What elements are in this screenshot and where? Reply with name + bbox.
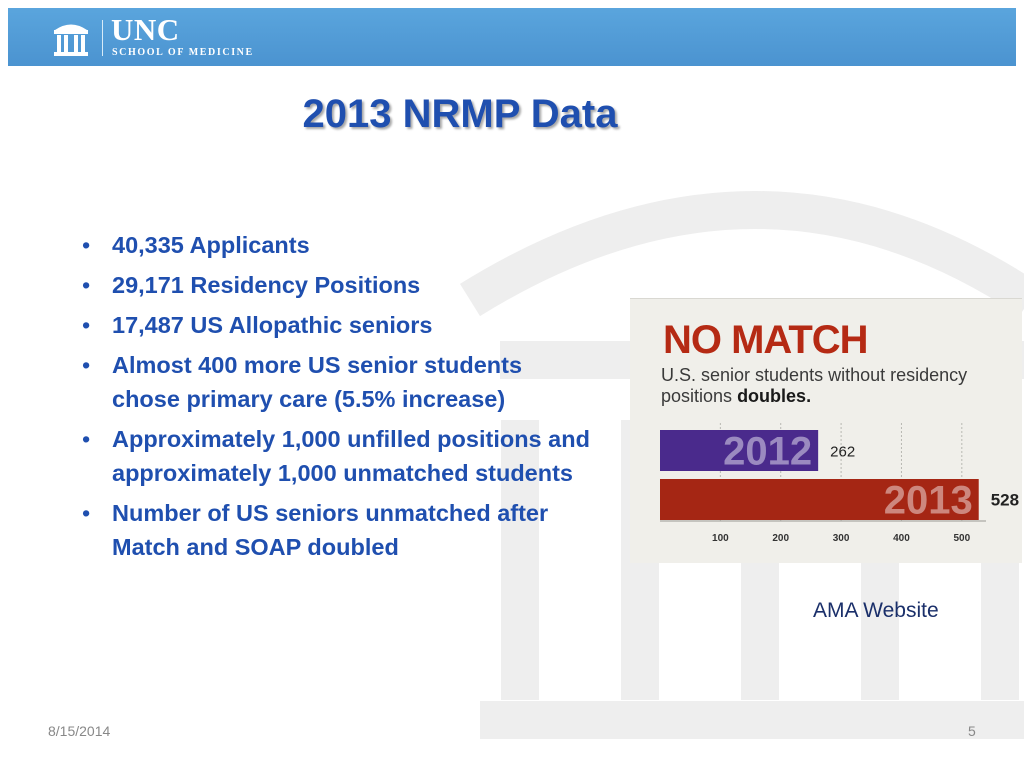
- no-match-chart: NO MATCH U.S. senior students without re…: [630, 298, 1022, 563]
- bullet-item: • Approximately 1,000 unfilled positions …: [82, 422, 592, 490]
- bullet-item: • 17,487 US Allopathic seniors: [82, 308, 592, 342]
- bullet-item: • Almost 400 more US senior students chos…: [82, 348, 592, 416]
- bar-2013: [660, 479, 979, 520]
- logo-subtitle: SCHOOL OF MEDICINE: [112, 47, 254, 58]
- chart-title: NO MATCH: [663, 318, 869, 362]
- bullet-text: Number of US seniors unmatched after Mat…: [112, 500, 549, 560]
- slide-title: 2013 NRMP Data: [302, 92, 618, 136]
- logo-name: UNC: [111, 12, 180, 47]
- chart-subtitle-text: U.S. senior students without residency p…: [661, 365, 968, 406]
- chart-plot: 100 200 300 400 500 2012 262 2013 528: [660, 423, 1019, 544]
- bullet-text: Approximately 1,000 unfilled positions a…: [112, 426, 590, 486]
- bar-category-label: 2013: [884, 479, 973, 523]
- bullet-text: 40,335 Applicants: [112, 232, 310, 258]
- bullet-item: • Number of US seniors unmatched after Ma…: [82, 496, 592, 564]
- bullet-dot: •: [82, 272, 91, 298]
- old-well-icon: [54, 24, 88, 56]
- bullet-text: 17,487 US Allopathic seniors: [112, 312, 433, 338]
- bullet-dot: •: [82, 312, 91, 338]
- x-tick-label: 400: [893, 533, 910, 544]
- bullet-item: • 29,171 Residency Positions: [82, 268, 592, 302]
- bullet-dot: •: [82, 352, 91, 378]
- chart-subtitle-bold: doubles.: [737, 386, 812, 406]
- bullet-list: • 40,335 Applicants • 29,171 Residency Pos…: [82, 228, 592, 570]
- bullet-dot: •: [82, 500, 91, 526]
- logo-divider: [102, 20, 103, 56]
- bullet-dot: •: [82, 232, 91, 258]
- bullet-item: • 40,335 Applicants: [82, 228, 592, 262]
- bar-2012: [660, 430, 819, 471]
- chart-subtitle: U.S. senior students without residency p…: [661, 365, 1022, 407]
- bullet-text: Almost 400 more US senior students chose…: [112, 352, 523, 412]
- header-banner: UNC SCHOOL OF MEDICINE: [8, 8, 1016, 66]
- bar-value-label: 528: [991, 491, 1019, 510]
- x-tick-label: 500: [953, 533, 970, 544]
- x-tick-label: 100: [712, 533, 729, 544]
- bar-category-label: 2012: [723, 430, 812, 474]
- footer-date: 8/15/2014: [48, 723, 111, 739]
- x-tick-label: 200: [772, 533, 789, 544]
- page-number: 5: [968, 723, 976, 739]
- image-caption: AMA Website: [813, 599, 939, 622]
- bullet-dot: •: [82, 426, 91, 452]
- x-tick-label: 300: [833, 533, 850, 544]
- bullet-text: 29,171 Residency Positions: [112, 272, 421, 298]
- bar-value-label: 262: [830, 444, 855, 461]
